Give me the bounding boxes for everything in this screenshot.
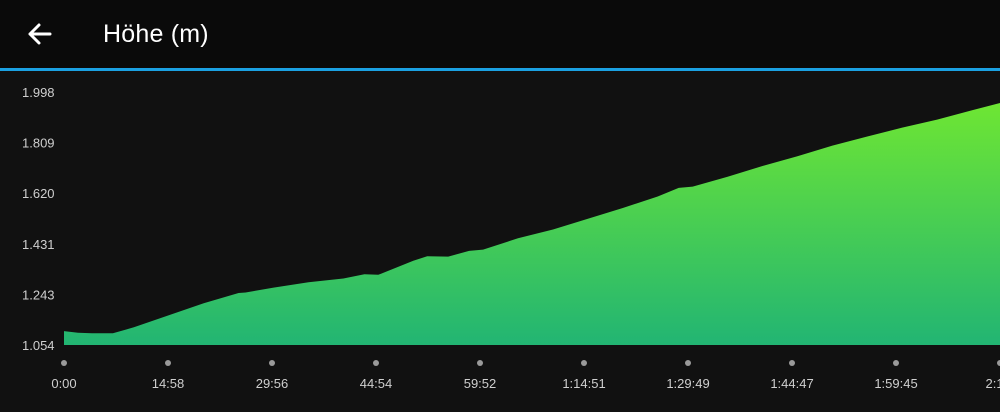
x-tick-marker xyxy=(61,360,67,366)
x-tick-marker xyxy=(165,360,171,366)
elevation-chart-svg: 1.998 1.809 1.620 1.431 1.243 1.054 0:00 14:58… xyxy=(22,85,1000,391)
y-tick-label: 1.620 xyxy=(22,186,55,201)
page-title: Höhe (m) xyxy=(103,20,209,48)
x-tick-label: 1:14:51 xyxy=(562,376,605,391)
x-tick-marker xyxy=(373,360,379,366)
y-tick-label: 1.243 xyxy=(22,287,55,302)
x-tick-label: 1:59:45 xyxy=(874,376,917,391)
x-tick-marker xyxy=(269,360,275,366)
elevation-area xyxy=(64,103,1000,345)
x-tick-label: 59:52 xyxy=(464,376,497,391)
x-tick-label: 44:54 xyxy=(360,376,393,391)
x-tick-marker xyxy=(789,360,795,366)
x-tick-label: 14:58 xyxy=(152,376,185,391)
arrow-left-icon xyxy=(28,23,52,45)
x-tick-label: 0:00 xyxy=(51,376,76,391)
x-tick-marker xyxy=(581,360,587,366)
x-tick-marker xyxy=(997,360,1000,366)
y-tick-label: 1.054 xyxy=(22,338,55,353)
y-tick-label: 1.431 xyxy=(22,237,55,252)
x-tick-label: 29:56 xyxy=(256,376,289,391)
x-tick-marker xyxy=(477,360,483,366)
back-button[interactable] xyxy=(20,14,60,54)
elevation-chart[interactable]: 1.998 1.809 1.620 1.431 1.243 1.054 0:00 14:58… xyxy=(0,71,1000,412)
x-tick-label: 2:14: xyxy=(986,376,1000,391)
x-tick-label: 1:44:47 xyxy=(770,376,813,391)
y-tick-label: 1.809 xyxy=(22,136,55,151)
x-tick-marker xyxy=(685,360,691,366)
top-app-bar: Höhe (m) xyxy=(0,0,1000,68)
x-tick-marker xyxy=(893,360,899,366)
x-tick-label: 1:29:49 xyxy=(666,376,709,391)
header-divider xyxy=(0,68,1000,71)
y-tick-label: 1.998 xyxy=(22,85,55,100)
